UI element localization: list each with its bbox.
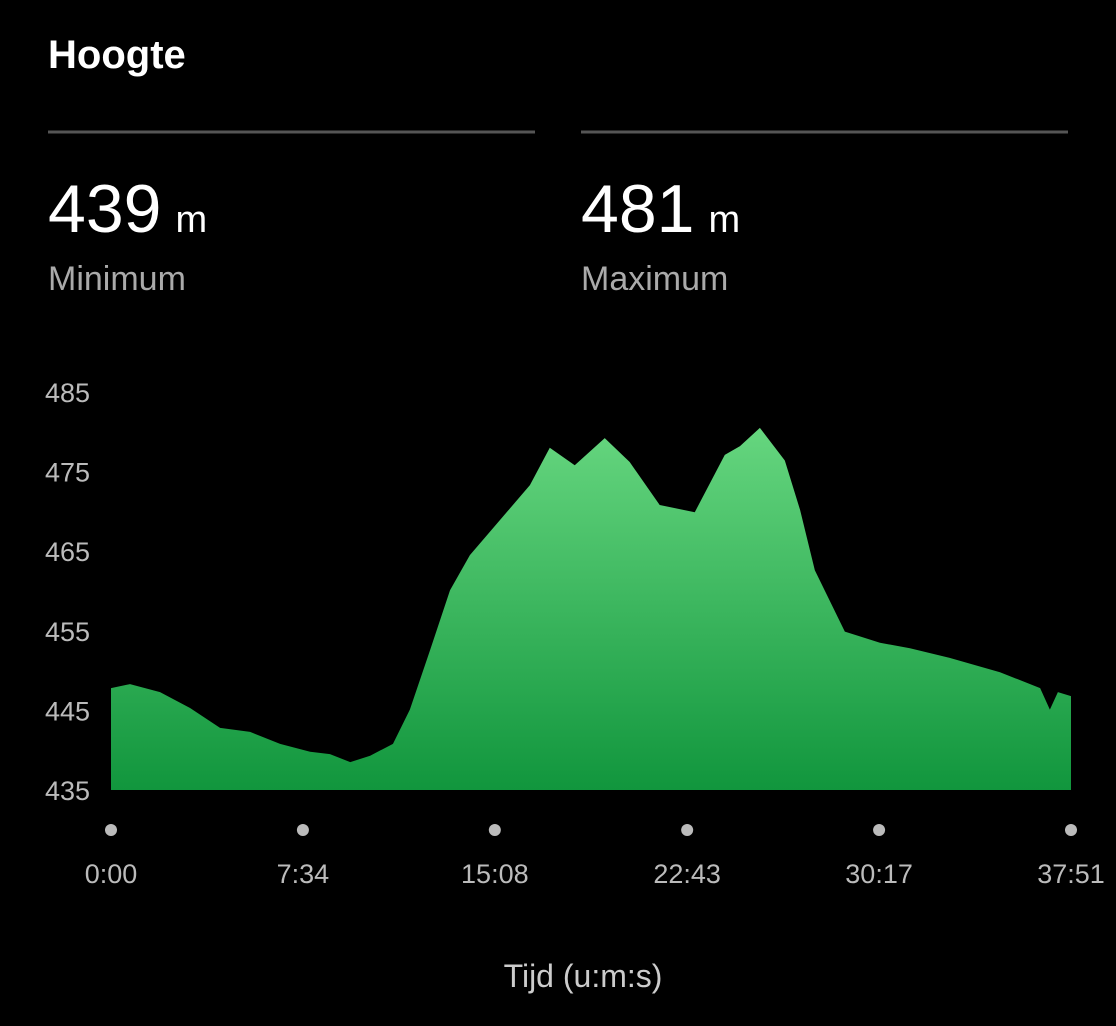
x-tick-dot [296,824,309,836]
x-tick-label: 0:00 [85,859,138,889]
x-axis-label: Tijd (u:m:s) [504,958,663,994]
x-tick-dot [681,824,694,836]
stat-value: 481 m [581,171,740,247]
stat-unit: m [175,199,207,241]
elevation-area [111,427,1071,790]
stat-value: 439 m [48,171,207,247]
y-tick-label: 455 [45,617,90,647]
y-tick-label: 435 [45,776,90,806]
y-tick-label: 465 [45,537,90,567]
x-tick-label: 7:34 [277,859,330,889]
y-tick-label: 445 [45,696,90,726]
title: Hoogte [48,33,186,77]
stat-label: Maximum [581,260,728,298]
x-tick-label: 37:51 [1037,859,1105,889]
x-tick-label: 30:17 [845,859,913,889]
stat-number: 481 [581,171,694,247]
x-tick-dot [488,824,501,836]
stat-number: 439 [48,171,161,247]
y-tick-label: 485 [45,378,90,408]
x-tick-dot [105,824,117,836]
x-tick-label: 15:08 [461,859,529,889]
x-tick-label: 22:43 [653,859,721,889]
x-tick-dot [1065,824,1077,836]
stat-label: Minimum [48,260,186,298]
y-tick-label: 475 [45,458,90,488]
stat-unit: m [708,199,740,241]
x-tick-dot [873,824,886,836]
